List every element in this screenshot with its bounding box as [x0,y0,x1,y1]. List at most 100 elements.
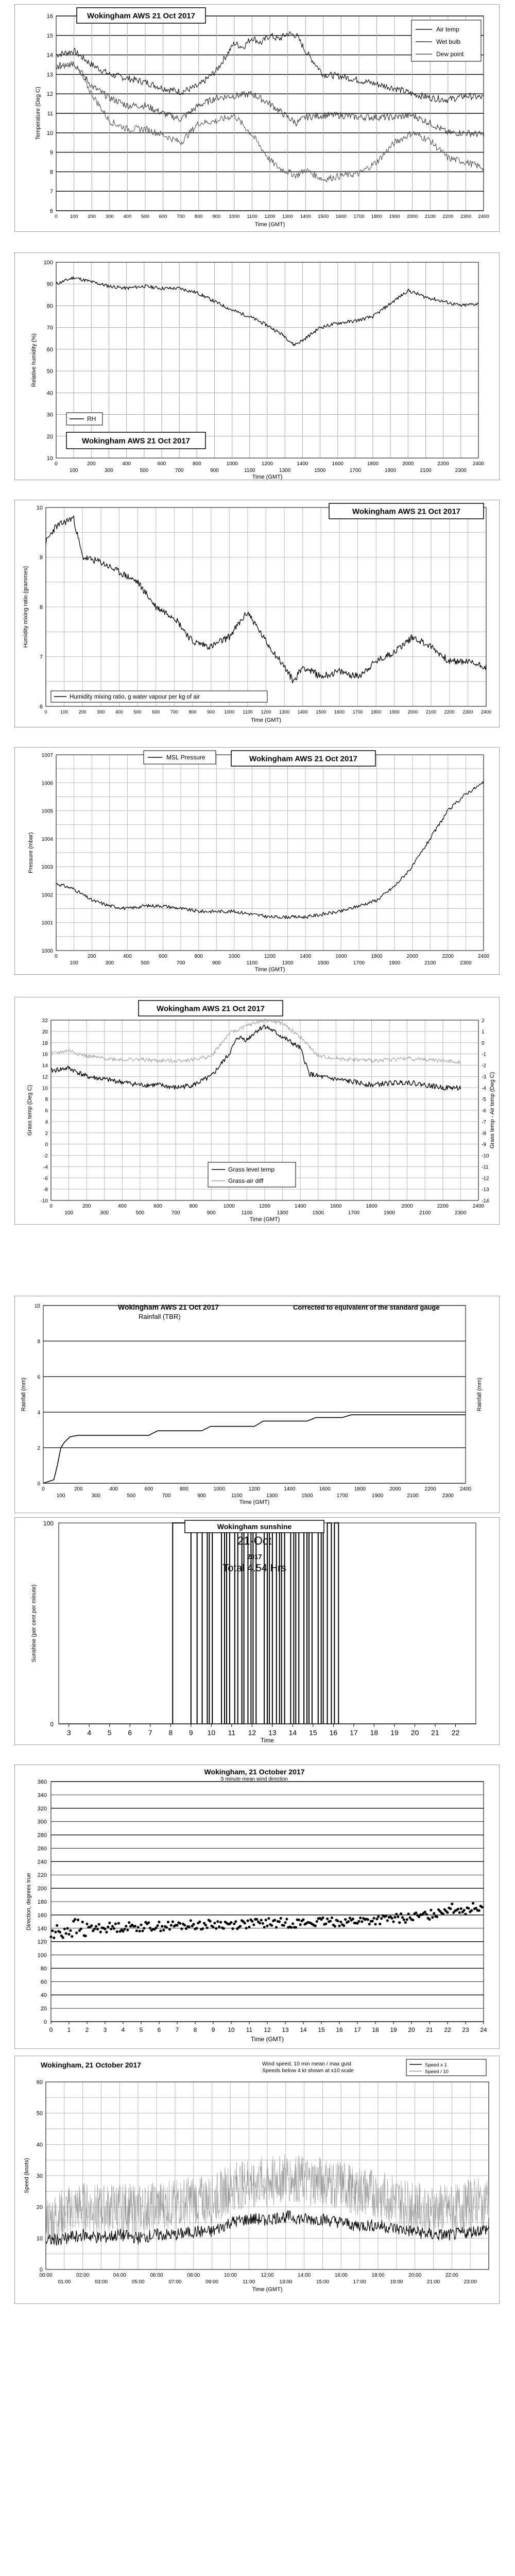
y2-axis-label: Grass temp - Air temp (Deg C) [489,1072,495,1149]
x-tick-label: 14 [300,2026,307,2033]
y-tick-label: -10 [41,1198,48,1204]
x-tick-label: 2000 [389,1486,401,1492]
x-tick-label: 19 [390,2026,397,2033]
x-tick-label: 13 [282,2026,289,2033]
x-tick-label: 1000 [229,214,239,219]
x-tick-label: 400 [123,214,131,219]
x-tick-label: 200 [82,1204,91,1209]
x-tick-label: 19 [390,1728,399,1737]
x-tick-label: 700 [177,214,185,219]
direction-point [72,1920,75,1923]
direction-point [213,1922,216,1925]
x-axis-label: Time (GMT) [255,222,285,228]
x-tick-label: 2100 [426,709,436,715]
direction-point [470,1909,473,1912]
sunshine-bar [327,1522,332,1724]
y-tick-label: 12 [47,91,53,97]
x-tick-label: 20:00 [408,2273,421,2278]
x-tick-label: 400 [122,461,131,467]
direction-point [184,1927,188,1930]
direction-point [377,1915,380,1918]
x-axis-label: Time (GMT) [252,474,283,480]
x-tick-label: 0 [49,2026,53,2033]
direction-point [339,1920,342,1924]
x-tick-label: 1000 [214,1486,226,1492]
x-tick-label: 5 [140,2026,143,2033]
y-tick-label: 60 [41,1979,47,1985]
y-tick-label: 200 [38,1886,47,1892]
x-tick-label: 9 [189,1728,193,1737]
y-tick-label: 40 [41,1992,47,1998]
sunshine-chart-panel: 3 4 5 6 7 8 9 10 11 12 13 14 15 16 17 18 19 20 21 22 0 100 Sun… [14,1517,500,1745]
y-tick-label: 9 [50,150,53,156]
direction-point [407,1912,410,1916]
x-tick-label: 600 [145,1486,153,1492]
y-tick-label: 340 [38,1792,47,1799]
y-axis-label: Direction, degrees true [26,1873,32,1930]
x-tick-label: 1800 [371,709,381,715]
direction-point [425,1913,428,1916]
chart-title: Wokingham AWS 21 Oct 2017 [249,754,357,763]
direction-point [179,1922,182,1925]
x-tick-label: 13 [268,1728,277,1737]
y-tick-label: 260 [38,1845,47,1852]
series-line-grass-air-diff [50,1018,461,1064]
x-tick-label: 06:00 [150,2273,163,2278]
direction-point [111,1925,114,1928]
x-tick-label: 900 [207,709,215,715]
direction-point [238,1925,242,1928]
chart-title: Wokingham AWS 21 Oct 2017 [82,436,190,445]
direction-point [270,1924,273,1927]
x-tick-label: 1500 [318,214,329,219]
direction-point [441,1912,444,1916]
direction-point [386,1919,389,1922]
x-tick-label: 1100 [244,468,255,473]
direction-point [161,1925,164,1928]
x-tick-label: 600 [159,214,167,219]
direction-point [64,1932,67,1935]
x-tick-label: 15 [309,1728,317,1737]
y-tick-label: 80 [47,303,53,309]
y-tick-label: 50 [47,368,53,375]
y-tick-label: 30 [47,412,53,418]
y-tick-label: 20 [41,2006,47,2012]
x-tick-label: 1200 [262,461,273,467]
direction-point [474,1907,478,1910]
y-tick-label: 16 [47,13,53,20]
direction-point [148,1926,152,1929]
series-line-wet-bulb [56,61,484,139]
y-tick-label: 10 [47,130,53,137]
y-tick-label: 14 [47,53,53,59]
x-tick-label: 20 [408,2026,415,2033]
y-tick-label: 10 [37,505,43,511]
direction-point [97,1923,100,1926]
chart-subtitle: 21-Oct [237,1534,271,1547]
x-tick-label: 1400 [300,214,311,219]
y-tick-label: 8 [45,1097,48,1103]
direction-point [359,1917,362,1920]
plot-area-frame [56,15,484,211]
x-tick-label: 700 [175,468,184,473]
y-axis-label: Speed (knots) [24,2158,30,2193]
y-tick-label: 20 [42,1029,48,1035]
x-tick-label: 500 [140,468,148,473]
direction-point [297,1919,300,1922]
x-tick-label: 1500 [313,1210,324,1216]
x-tick-label: 1800 [367,461,379,467]
legend-label: Dew point [436,50,464,58]
direction-point [372,1917,375,1920]
x-tick-label: 11 [246,2026,253,2033]
x-tick-label: 500 [136,1210,145,1216]
direction-point [183,1924,186,1927]
x-tick-label: 1500 [301,1493,313,1499]
x-tick-label: 900 [212,214,220,219]
direction-point [53,1936,56,1939]
direction-point [314,1924,317,1927]
direction-point [263,1926,266,1929]
series-line-speed-div-10 [45,2154,489,2244]
direction-point [92,1929,95,1933]
direction-point [104,1927,107,1930]
y2-tick-label: -1 [482,1052,486,1058]
y2-tick-label: -11 [482,1164,489,1170]
